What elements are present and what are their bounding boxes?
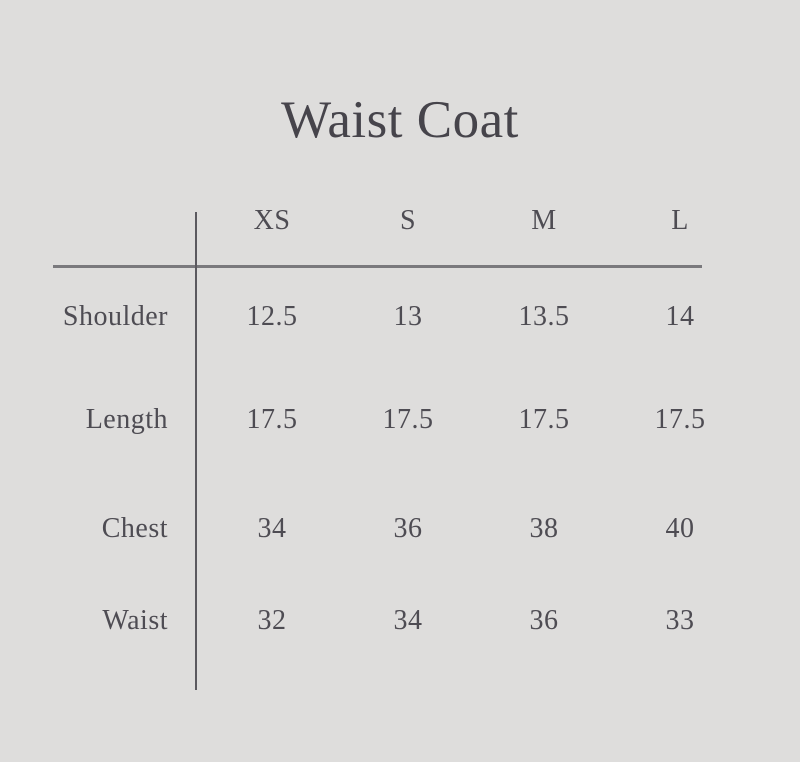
cell-length-l: 17.5	[654, 404, 706, 435]
cell-length-m: 17.5	[518, 404, 570, 435]
column-header-m: M	[531, 204, 557, 236]
cell-waist-xs: 32	[257, 605, 287, 636]
cell-shoulder-s: 13	[393, 300, 423, 332]
column-header-xs: XS	[253, 204, 291, 236]
row-label-waist: Waist	[102, 605, 168, 636]
column-header-s: S	[399, 204, 417, 236]
row-label-chest: Chest	[101, 513, 168, 544]
cell-chest-l: 40	[665, 513, 695, 544]
size-chart-table: XS S M L Shoulder 12.5 13 13.5 14 Length…	[0, 174, 748, 658]
cell-waist-l: 33	[665, 605, 695, 636]
cell-waist-m: 36	[529, 605, 559, 636]
corner-cell	[0, 174, 204, 267]
cell-chest-s: 36	[393, 513, 423, 544]
page-title: Waist Coat	[281, 91, 519, 149]
column-header-l: L	[671, 204, 689, 236]
row-label-length: Length	[85, 404, 168, 435]
cell-shoulder-xs: 12.5	[246, 300, 298, 332]
cell-length-s: 17.5	[382, 404, 434, 435]
table-vertical-rule	[195, 212, 197, 690]
cell-waist-s: 34	[393, 605, 423, 636]
row-label-shoulder: Shoulder	[62, 300, 168, 332]
cell-length-xs: 17.5	[246, 404, 298, 435]
cell-shoulder-l: 14	[665, 300, 695, 332]
cell-shoulder-m: 13.5	[518, 300, 570, 332]
cell-chest-m: 38	[529, 513, 559, 544]
table-horizontal-rule	[53, 265, 702, 268]
cell-chest-xs: 34	[257, 513, 287, 544]
